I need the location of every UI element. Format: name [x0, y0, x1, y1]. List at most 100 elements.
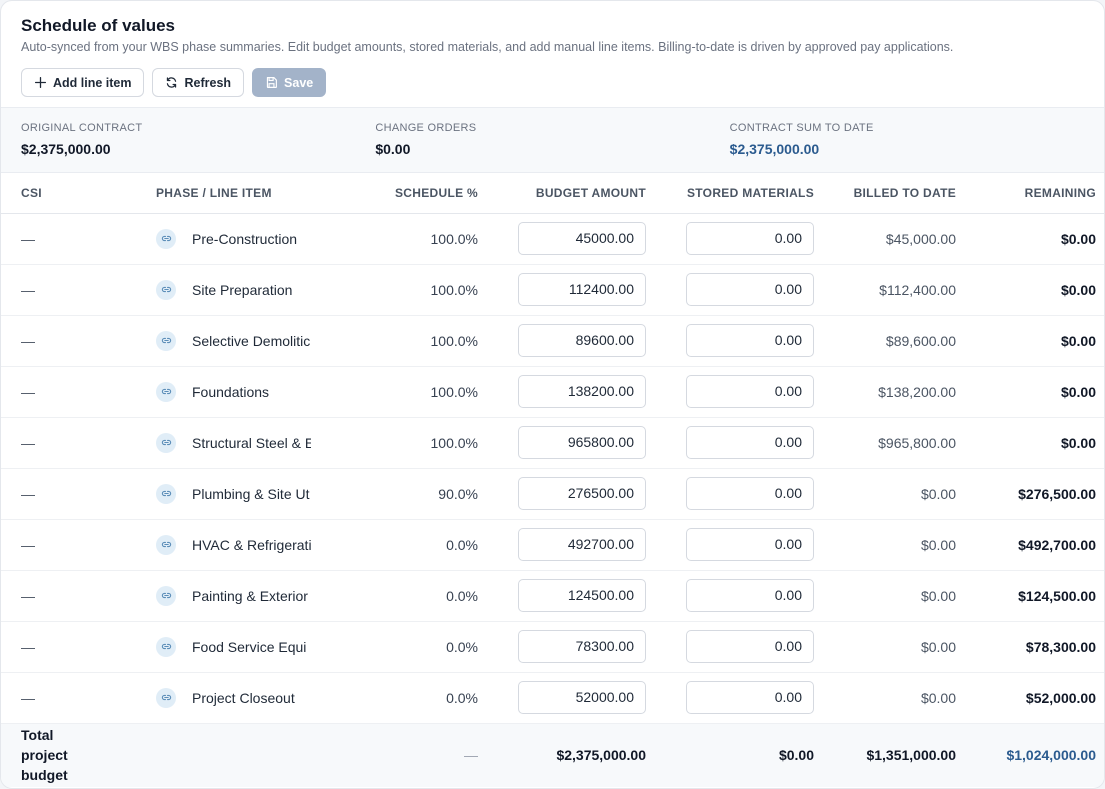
- billed-to-date-cell: $0.00: [824, 621, 966, 673]
- remaining-cell: $0.00: [966, 213, 1104, 265]
- link-icon: [156, 636, 176, 657]
- col-header-billed: BILLED TO DATE: [824, 173, 966, 214]
- stored-materials-input[interactable]: 0.00: [686, 375, 814, 408]
- billed-to-date-cell: $112,400.00: [824, 264, 966, 316]
- csi-cell: —: [1, 315, 146, 367]
- remaining-cell: $0.00: [966, 315, 1104, 367]
- link-icon: [156, 687, 176, 708]
- stored-materials-input[interactable]: 0.00: [686, 426, 814, 459]
- billed-to-date-cell: $0.00: [824, 468, 966, 520]
- budget-amount-input[interactable]: 112400.00: [518, 273, 646, 306]
- stored-cell: 0.00: [656, 366, 824, 418]
- csi-cell: —: [1, 468, 146, 520]
- budget-amount-input[interactable]: 124500.00: [518, 579, 646, 612]
- remaining-cell: $124,500.00: [966, 570, 1104, 622]
- stored-cell: 0.00: [656, 672, 824, 724]
- col-header-stored: STORED MATERIALS: [656, 173, 824, 214]
- table-row: — Painting & Exterior 0.0% 124500.00 0.00 $0.…: [1, 570, 1104, 622]
- contract-sum-to-date: CONTRACT SUM TO DATE $2,375,000.00: [730, 122, 1084, 172]
- budget-amount-input[interactable]: 138200.00: [518, 375, 646, 408]
- stored-materials-input[interactable]: 0.00: [686, 324, 814, 357]
- budget-cell: 492700.00: [488, 519, 656, 571]
- toolbar: Add line item Refresh Save: [21, 68, 1084, 97]
- remaining-cell: $0.00: [966, 264, 1104, 316]
- stored-materials-input[interactable]: 0.00: [686, 528, 814, 561]
- phase-name: Plumbing & Site Ut: [192, 485, 310, 502]
- budget-amount-input[interactable]: 89600.00: [518, 324, 646, 357]
- table-row: — Project Closeout 0.0% 52000.00 0.00 $0.00 $5…: [1, 672, 1104, 724]
- stored-cell: 0.00: [656, 417, 824, 469]
- remaining-cell: $492,700.00: [966, 519, 1104, 571]
- stored-materials-input[interactable]: 0.00: [686, 273, 814, 306]
- billed-to-date-cell: $0.00: [824, 570, 966, 622]
- csi-cell: —: [1, 264, 146, 316]
- budget-amount-input[interactable]: 276500.00: [518, 477, 646, 510]
- csi-cell: —: [1, 519, 146, 571]
- budget-amount-input[interactable]: 52000.00: [518, 681, 646, 714]
- totals-billed: $1,351,000.00: [824, 722, 966, 787]
- table-row: — Site Preparation 100.0% 112400.00 0.00 $112…: [1, 264, 1104, 316]
- budget-amount-input[interactable]: 492700.00: [518, 528, 646, 561]
- table-header-row: CSI PHASE / LINE ITEM SCHEDULE % BUDGET …: [1, 173, 1104, 214]
- phase-cell: Structural Steel & E: [146, 417, 321, 469]
- budget-cell: 52000.00: [488, 672, 656, 724]
- refresh-button[interactable]: Refresh: [152, 68, 245, 97]
- schedule-percent-cell: 100.0%: [321, 213, 488, 265]
- totals-label: Total project budget: [1, 722, 321, 787]
- stored-materials-input[interactable]: 0.00: [686, 477, 814, 510]
- original-contract: ORIGINAL CONTRACT $2,375,000.00: [21, 122, 375, 172]
- save-button[interactable]: Save: [252, 68, 327, 97]
- stored-materials-input[interactable]: 0.00: [686, 222, 814, 255]
- remaining-cell: $78,300.00: [966, 621, 1104, 673]
- phase-cell: Painting & Exterior: [146, 570, 321, 622]
- phase-cell: Selective Demolitic: [146, 315, 321, 367]
- table-body: — Pre-Construction 100.0% 45000.00 0.00 $45,0…: [1, 213, 1104, 724]
- billed-to-date-cell: $965,800.00: [824, 417, 966, 469]
- remaining-cell: $0.00: [966, 366, 1104, 418]
- add-line-item-label: Add line item: [53, 75, 132, 90]
- totals-budget: $2,375,000.00: [488, 722, 656, 787]
- stored-materials-input[interactable]: 0.00: [686, 681, 814, 714]
- schedule-percent-cell: 100.0%: [321, 315, 488, 367]
- table-row: — Selective Demolitic 100.0% 89600.00 0.00 $8…: [1, 315, 1104, 367]
- csi-cell: —: [1, 621, 146, 673]
- phase-name: Food Service Equi: [192, 638, 307, 655]
- save-icon: [266, 77, 277, 88]
- plus-icon: [34, 76, 47, 89]
- csi-cell: —: [1, 672, 146, 724]
- change-orders-label: CHANGE ORDERS: [375, 122, 477, 134]
- add-line-item-button[interactable]: Add line item: [21, 68, 145, 97]
- link-icon: [156, 432, 176, 453]
- schedule-percent-cell: 100.0%: [321, 264, 488, 316]
- billed-to-date-cell: $0.00: [824, 519, 966, 571]
- original-contract-label: ORIGINAL CONTRACT: [21, 122, 143, 134]
- phase-cell: Food Service Equi: [146, 621, 321, 673]
- billed-to-date-cell: $0.00: [824, 672, 966, 724]
- phase-name: Project Closeout: [192, 689, 295, 706]
- link-icon: [156, 585, 176, 606]
- budget-amount-input[interactable]: 78300.00: [518, 630, 646, 663]
- remaining-cell: $276,500.00: [966, 468, 1104, 520]
- totals-row: Total project budget — $2,375,000.00 $0.…: [1, 722, 1104, 787]
- csi-cell: —: [1, 570, 146, 622]
- budget-cell: 965800.00: [488, 417, 656, 469]
- budget-amount-input[interactable]: 45000.00: [518, 222, 646, 255]
- refresh-icon: [167, 77, 177, 88]
- budget-cell: 276500.00: [488, 468, 656, 520]
- table-row: — Structural Steel & E 100.0% 965800.00 0.00…: [1, 417, 1104, 469]
- phase-name: Pre-Construction: [192, 230, 298, 247]
- stored-materials-input[interactable]: 0.00: [686, 630, 814, 663]
- refresh-label: Refresh: [184, 75, 232, 90]
- phase-cell: Site Preparation: [146, 264, 321, 316]
- col-header-csi: CSI: [1, 173, 146, 214]
- budget-amount-input[interactable]: 965800.00: [518, 426, 646, 459]
- totals-remaining: $1,024,000.00: [966, 722, 1104, 787]
- phase-name: HVAC & Refrigerati: [192, 536, 311, 553]
- table-row: — HVAC & Refrigerati 0.0% 492700.00 0.00 $0.0…: [1, 519, 1104, 571]
- stored-materials-input[interactable]: 0.00: [686, 579, 814, 612]
- col-header-schedule: SCHEDULE %: [321, 173, 488, 214]
- phase-cell: Pre-Construction: [146, 213, 321, 265]
- schedule-percent-cell: 0.0%: [321, 621, 488, 673]
- billed-to-date-cell: $89,600.00: [824, 315, 966, 367]
